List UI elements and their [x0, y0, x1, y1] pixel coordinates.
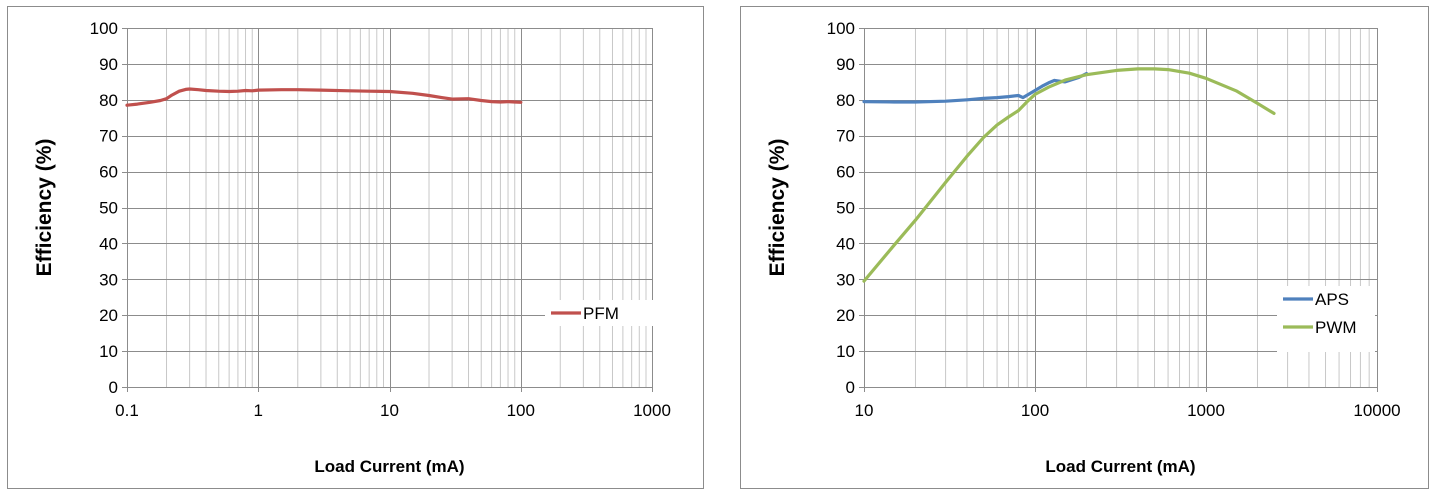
- series-line-aps: [862, 71, 1089, 104]
- x-tick-label: 10: [855, 401, 874, 420]
- y-tick-label: 0: [109, 378, 118, 397]
- y-tick-label: 10: [836, 342, 855, 361]
- y-tick-label: 90: [836, 55, 855, 74]
- x-tick-label: 100: [507, 401, 535, 420]
- y-tick-label: 90: [99, 55, 118, 74]
- y-tick-label: 0: [846, 378, 855, 397]
- legend-label-pwm: PWM: [1315, 318, 1357, 337]
- y-axis-title: Efficiency (%): [33, 139, 56, 277]
- plot-area: [864, 28, 1378, 388]
- chart-frame: [740, 6, 1429, 489]
- y-tick-label: 40: [836, 234, 855, 253]
- legend-label-aps: APS: [1315, 290, 1349, 309]
- y-tick-label: 60: [836, 163, 855, 182]
- y-tick-label: 70: [99, 127, 118, 146]
- y-tick-label: 80: [99, 91, 118, 110]
- y-tick-label: 30: [99, 270, 118, 289]
- x-tick-label: 100: [1021, 401, 1049, 420]
- legend-label-pfm: PFM: [583, 304, 619, 323]
- x-tick-label: 1000: [633, 401, 671, 420]
- x-tick-label: 10: [380, 401, 399, 420]
- series-line-pwm: [862, 67, 1276, 283]
- y-tick-label: 30: [836, 270, 855, 289]
- y-tick-label: 20: [99, 306, 118, 325]
- x-tick-label: 1000: [1187, 401, 1225, 420]
- y-tick-label: 100: [827, 19, 855, 38]
- legend-box: [1277, 286, 1375, 352]
- x-tick-label: 0.1: [115, 401, 139, 420]
- chart-1: 0 10 20 30 40 50 60 70 80 90 100 0.1 1 10 100 1000 Load …: [7, 6, 704, 489]
- y-axis-title: Efficiency (%): [766, 139, 789, 277]
- y-tick-label: 50: [99, 199, 118, 218]
- y-tick-label: 50: [836, 199, 855, 218]
- legend: PFM: [545, 300, 653, 326]
- y-tick-label: 60: [99, 163, 118, 182]
- y-tick-label: 70: [836, 127, 855, 146]
- x-tick-label: 10000: [1353, 401, 1400, 420]
- y-tick-label: 10: [99, 342, 118, 361]
- y-tick-label: 100: [90, 19, 118, 38]
- x-tick-label: 1: [254, 401, 263, 420]
- y-tick-label: 80: [836, 91, 855, 110]
- series-line-pfm: [125, 87, 523, 107]
- x-axis-title: Load Current (mA): [1045, 457, 1195, 476]
- y-tick-label: 20: [836, 306, 855, 325]
- x-axis-title: Load Current (mA): [314, 457, 464, 476]
- legend: APS PWM: [1277, 286, 1375, 352]
- chart-frame: [7, 6, 704, 489]
- y-tick-label: 40: [99, 234, 118, 253]
